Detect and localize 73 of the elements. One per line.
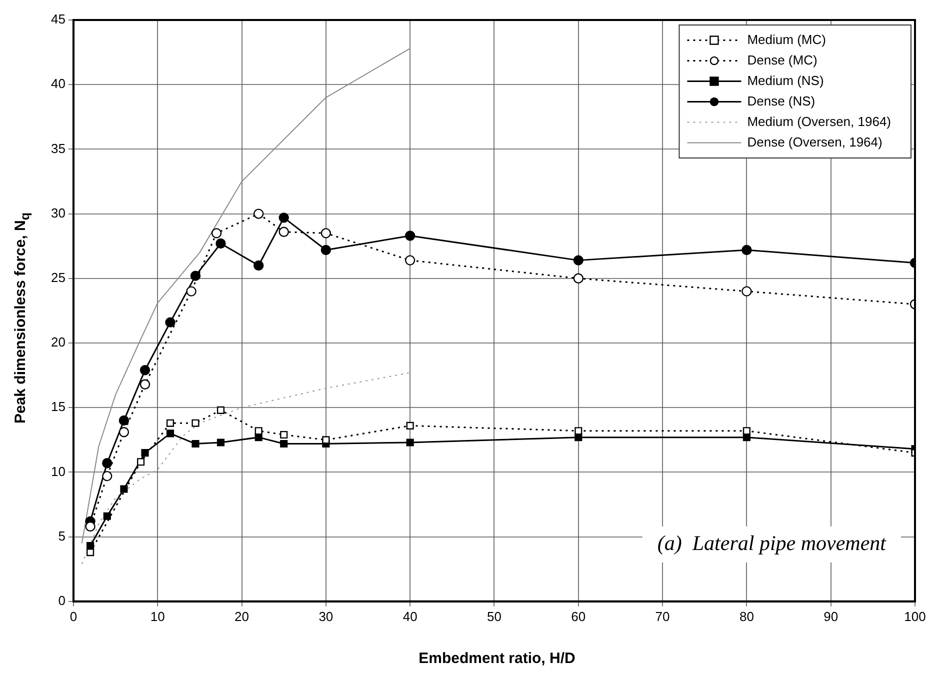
x-tick-label: 70 <box>655 608 670 624</box>
point <box>406 438 414 446</box>
y-tick-label: 15 <box>50 399 66 414</box>
legend-label: Dense (Oversen, 1964) <box>747 134 882 150</box>
point <box>192 419 200 427</box>
legend-label: Dense (NS) <box>747 93 816 108</box>
point <box>278 212 289 223</box>
x-tick-label: 20 <box>234 608 249 624</box>
point <box>280 440 288 448</box>
x-tick-label: 100 <box>904 608 926 624</box>
y-tick-label: 30 <box>50 205 66 220</box>
point <box>404 230 416 241</box>
point <box>102 470 112 482</box>
point <box>103 512 111 520</box>
point <box>216 438 225 446</box>
point <box>140 379 150 390</box>
point <box>216 238 226 249</box>
legend-label: Medium (NS) <box>747 72 824 88</box>
point <box>404 255 416 266</box>
point <box>192 440 200 448</box>
point <box>166 419 174 427</box>
point <box>742 427 750 435</box>
annotation: (a) Lateral pipe movement <box>657 530 888 555</box>
point <box>141 449 149 457</box>
point <box>742 244 752 256</box>
y-tick-label: 45 <box>50 12 66 27</box>
point <box>85 521 96 532</box>
x-tick-label: 90 <box>824 608 838 624</box>
point <box>320 244 332 256</box>
point <box>573 255 584 266</box>
point <box>118 415 130 426</box>
point <box>86 548 94 556</box>
line-series <box>81 372 411 564</box>
y-tick-label: 40 <box>50 76 66 92</box>
x-tick-label: 80 <box>739 608 754 624</box>
y-tick-label: 20 <box>50 334 66 350</box>
point <box>742 286 752 296</box>
point <box>118 427 130 438</box>
x-tick-label: 10 <box>150 608 165 624</box>
point <box>322 436 330 444</box>
y-tick-label: 10 <box>50 464 66 479</box>
legend-label: Medium (MC) <box>747 32 826 47</box>
legend-label: Medium (Oversen, 1964) <box>747 114 891 129</box>
point <box>254 208 264 219</box>
point <box>216 406 225 414</box>
point <box>573 273 584 284</box>
point <box>165 317 176 328</box>
legend-label: Dense (MC) <box>747 52 818 68</box>
point <box>254 260 264 271</box>
point <box>102 458 112 468</box>
point <box>166 430 174 438</box>
x-tick-label: 30 <box>318 608 334 624</box>
y-tick-label: 0 <box>58 592 66 608</box>
y-tick-label: 25 <box>50 270 66 285</box>
point <box>137 458 145 466</box>
x-axis-title: Embedment ratio, H/D <box>418 650 576 667</box>
point <box>140 365 150 376</box>
point <box>280 430 288 439</box>
point <box>190 270 201 281</box>
point <box>574 427 582 435</box>
y-tick-label: 35 <box>50 140 66 156</box>
x-tick-label: 40 <box>402 608 418 624</box>
y-tick-label: 5 <box>58 528 66 544</box>
x-tick-label: 50 <box>486 608 502 624</box>
point <box>278 226 289 237</box>
point <box>186 286 196 296</box>
point <box>211 228 222 238</box>
x-tick-label: 0 <box>70 608 78 624</box>
point <box>406 422 414 430</box>
point <box>120 485 128 493</box>
x-tick-label: 60 <box>571 608 586 624</box>
point <box>254 427 262 435</box>
point <box>320 228 332 238</box>
